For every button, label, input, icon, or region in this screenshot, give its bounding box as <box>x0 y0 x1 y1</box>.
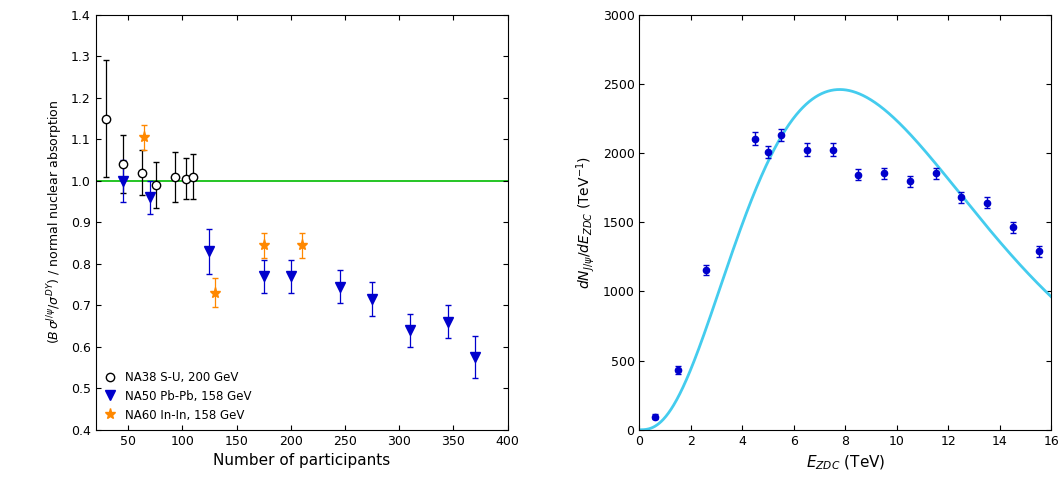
X-axis label: $E_{ZDC}$ (TeV): $E_{ZDC}$ (TeV) <box>806 453 886 472</box>
X-axis label: Number of participants: Number of participants <box>213 453 390 468</box>
Y-axis label: $dN_{J/\psi}/dE_{ZDC}$ (TeV$^{-1}$): $dN_{J/\psi}/dE_{ZDC}$ (TeV$^{-1}$) <box>575 156 597 289</box>
Legend: NA38 S-U, 200 GeV, NA50 Pb-Pb, 158 GeV, NA60 In-In, 158 GeV: NA38 S-U, 200 GeV, NA50 Pb-Pb, 158 GeV, … <box>99 366 256 426</box>
Y-axis label: $(B\,\sigma^{J/\psi}/\sigma^{DY})$ / normal nuclear absorption: $(B\,\sigma^{J/\psi}/\sigma^{DY})$ / nor… <box>46 100 65 344</box>
